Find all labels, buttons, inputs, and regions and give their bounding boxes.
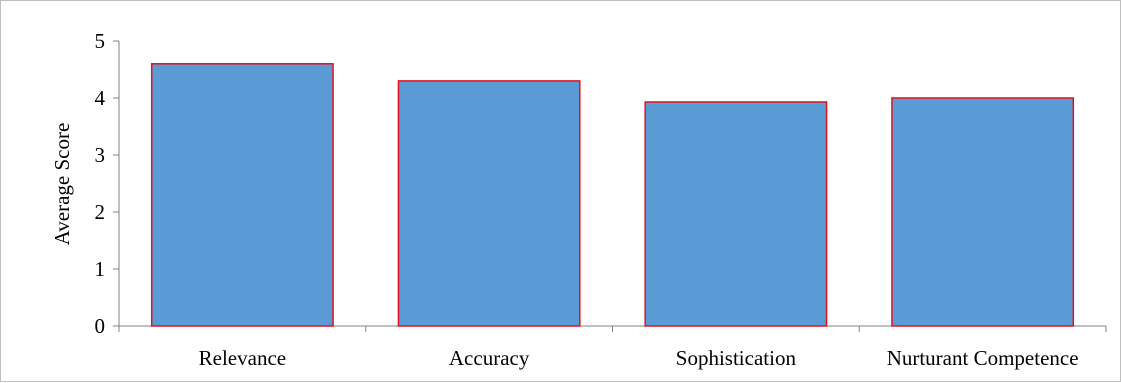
y-tick-label: 4 [95,86,106,110]
y-axis-title: Average Score [50,123,74,246]
bar-nurturant-competence [892,98,1073,326]
x-category-label: Nurturant Competence [887,346,1079,370]
x-category-label: Sophistication [676,346,797,370]
x-axis [119,326,1106,332]
bar-relevance [152,64,333,326]
y-tick-label: 5 [95,29,106,53]
bar-accuracy [398,81,579,326]
bar-sophistication [645,102,826,326]
y-tick-label: 0 [95,314,106,338]
y-axis: 0 1 2 3 4 5 [95,29,120,338]
y-tick-label: 1 [95,257,106,281]
x-category-label: Relevance [199,346,286,370]
y-tick-label: 3 [95,143,106,167]
x-category-label: Accuracy [449,346,530,370]
bars [152,64,1074,326]
y-tick-label: 2 [95,200,106,224]
category-labels: Relevance Accuracy Sophistication Nurturant… [199,346,1079,370]
